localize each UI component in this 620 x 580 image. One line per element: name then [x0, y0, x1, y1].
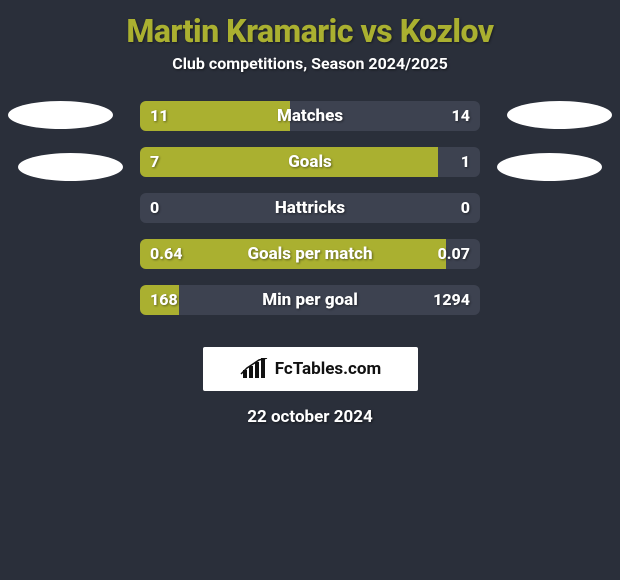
- bar-segment-left: [140, 193, 310, 223]
- bar-segment-left: [140, 147, 438, 177]
- bar-segment-left: [140, 101, 290, 131]
- date-line: 22 october 2024: [0, 407, 620, 427]
- player-right-portrait-1: [507, 101, 612, 129]
- player-right-portrait-2: [497, 153, 602, 181]
- player-left-portrait-2: [18, 153, 123, 181]
- bar-row: Hattricks00: [140, 193, 480, 223]
- bar-chart: Matches1114 Goals71 Hattricks00 Goals per m…: [140, 101, 480, 331]
- bar-segment-left: [140, 285, 179, 315]
- bar-segment-left: [140, 239, 446, 269]
- branding-badge: FcTables.com: [203, 347, 418, 391]
- page-title: Martin Kramaric vs Kozlov: [0, 12, 620, 50]
- bar-segment-right: [179, 285, 480, 315]
- bar-segment-right: [446, 239, 480, 269]
- bar-row: Min per goal1681294: [140, 285, 480, 315]
- branding-chart-icon: [239, 358, 269, 380]
- bar-row: Goals71: [140, 147, 480, 177]
- comparison-infographic: Martin Kramaric vs Kozlov Club competiti…: [0, 0, 620, 427]
- bar-segment-right: [290, 101, 480, 131]
- bar-row: Matches1114: [140, 101, 480, 131]
- player-left-portrait-1: [8, 101, 113, 129]
- bar-segment-right: [438, 147, 481, 177]
- branding-text: FcTables.com: [275, 359, 381, 379]
- comparison-arena: Matches1114 Goals71 Hattricks00 Goals per m…: [0, 101, 620, 351]
- bar-row: Goals per match0.640.07: [140, 239, 480, 269]
- subtitle: Club competitions, Season 2024/2025: [0, 54, 620, 73]
- bar-segment-right: [310, 193, 480, 223]
